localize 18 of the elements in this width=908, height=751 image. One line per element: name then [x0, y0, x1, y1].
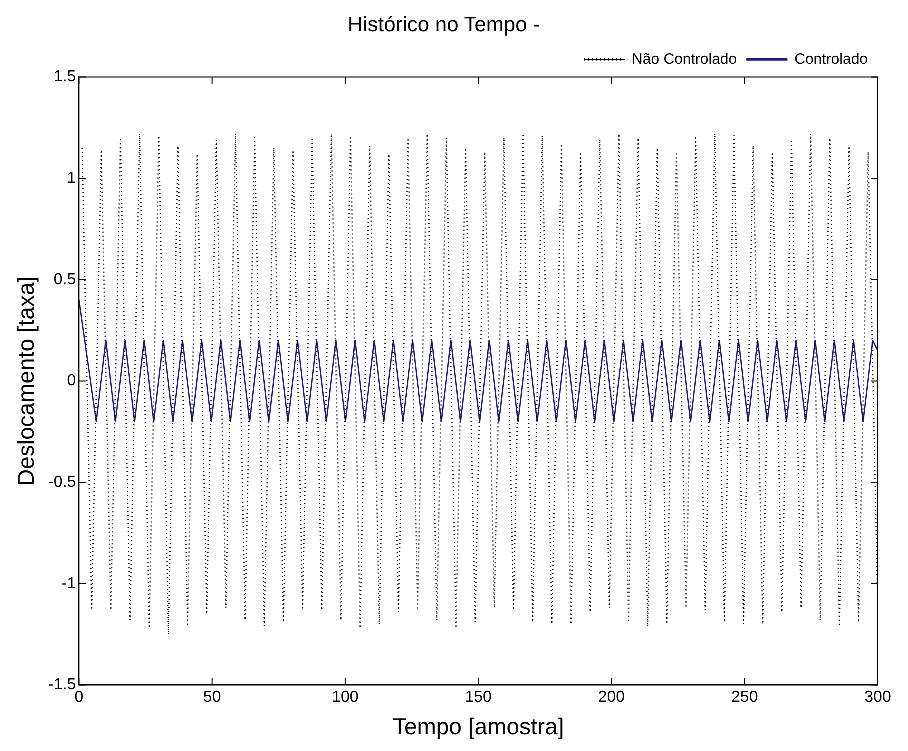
- legend-label: Não Controlado: [632, 50, 738, 68]
- y-tick-label: 1.5: [54, 68, 76, 86]
- x-tick-label: 100: [332, 689, 359, 706]
- y-tick-label: 0.5: [54, 271, 76, 288]
- y-tick-label: 1: [67, 170, 76, 187]
- y-tick-label: -0.5: [48, 474, 76, 491]
- y-tick-label: 0: [67, 372, 76, 390]
- x-tick-label: 200: [598, 689, 626, 706]
- x-axis-title: Tempo [amostra]: [392, 714, 564, 740]
- y-axis-title: Deslocamento [taxa]: [13, 276, 40, 486]
- x-tick-label: 250: [732, 689, 758, 706]
- y-tick-label: -1.5: [48, 676, 76, 694]
- x-tick-label: 50: [203, 689, 222, 706]
- chart-title: Histórico no Tempo -: [348, 13, 540, 36]
- legend-label: Controlado: [794, 50, 868, 68]
- x-tick-label: 300: [864, 689, 892, 706]
- y-tick-label: -1: [62, 575, 76, 592]
- x-tick-label: 150: [465, 689, 492, 706]
